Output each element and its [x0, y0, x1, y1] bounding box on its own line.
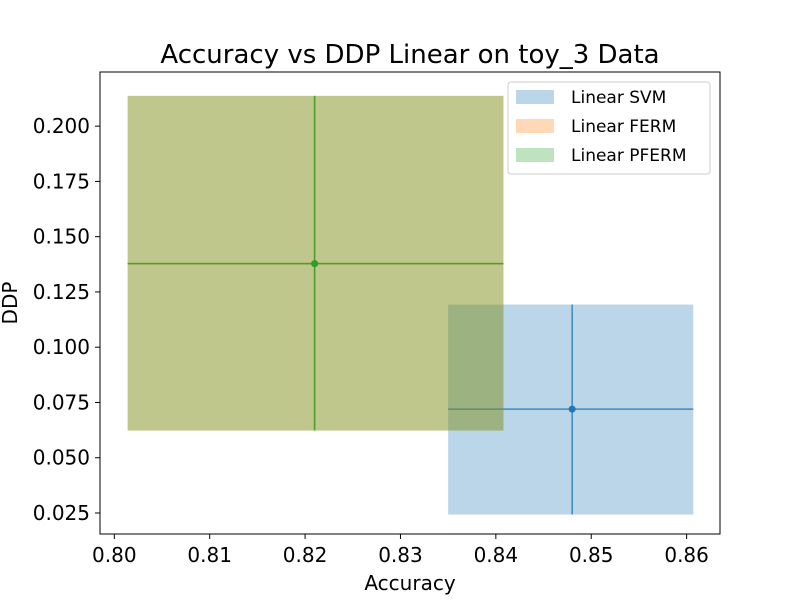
y-tick-label: 0.075: [33, 390, 90, 414]
legend-item: Linear SVM: [516, 88, 666, 108]
x-tick-label: 0.85: [569, 543, 614, 567]
x-tick-label: 0.86: [664, 543, 709, 567]
y-tick-label: 0.125: [33, 280, 90, 304]
y-tick-label: 0.100: [33, 335, 90, 359]
data-point: [568, 405, 576, 413]
series-2: [127, 95, 504, 431]
plot-frame: [99, 71, 721, 535]
x-tick-label: 0.82: [283, 543, 328, 567]
x-tick-label: 0.80: [92, 543, 137, 567]
x-tick-label: 0.81: [187, 543, 232, 567]
series-layer: [127, 95, 694, 515]
legend-label: Linear PFERM: [571, 146, 687, 166]
legend-swatch: [516, 119, 554, 133]
y-tick-label: 0.175: [33, 169, 90, 193]
y-tick-label: 0.200: [33, 114, 90, 138]
x-tick-label: 0.83: [378, 543, 423, 567]
legend-item: Linear FERM: [516, 117, 676, 137]
data-point: [311, 260, 319, 268]
x-axis-label: Accuracy: [364, 571, 455, 595]
y-tick-label: 0.150: [33, 225, 90, 249]
axes-layer: 0.80 0.81 0.82 0.83 0.84 0.85 0.86 0.025 0.050 0.…: [33, 114, 709, 567]
y-tick-label: 0.025: [33, 501, 90, 525]
x-tick-label: 0.84: [474, 543, 519, 567]
chart-title: Accuracy vs DDP Linear on toy_3 Data: [160, 40, 659, 70]
legend-swatch: [516, 148, 554, 162]
legend-item: Linear PFERM: [516, 146, 687, 166]
y-axis-label: DDP: [0, 282, 22, 325]
legend-label: Linear SVM: [571, 88, 666, 108]
series-0: [448, 304, 694, 515]
legend-label: Linear FERM: [571, 117, 676, 137]
legend-swatch: [516, 90, 554, 104]
legend-box: [507, 81, 711, 175]
legend: Linear SVM Linear FERM Linear PFERM: [507, 81, 711, 175]
y-tick-label: 0.050: [33, 446, 90, 470]
